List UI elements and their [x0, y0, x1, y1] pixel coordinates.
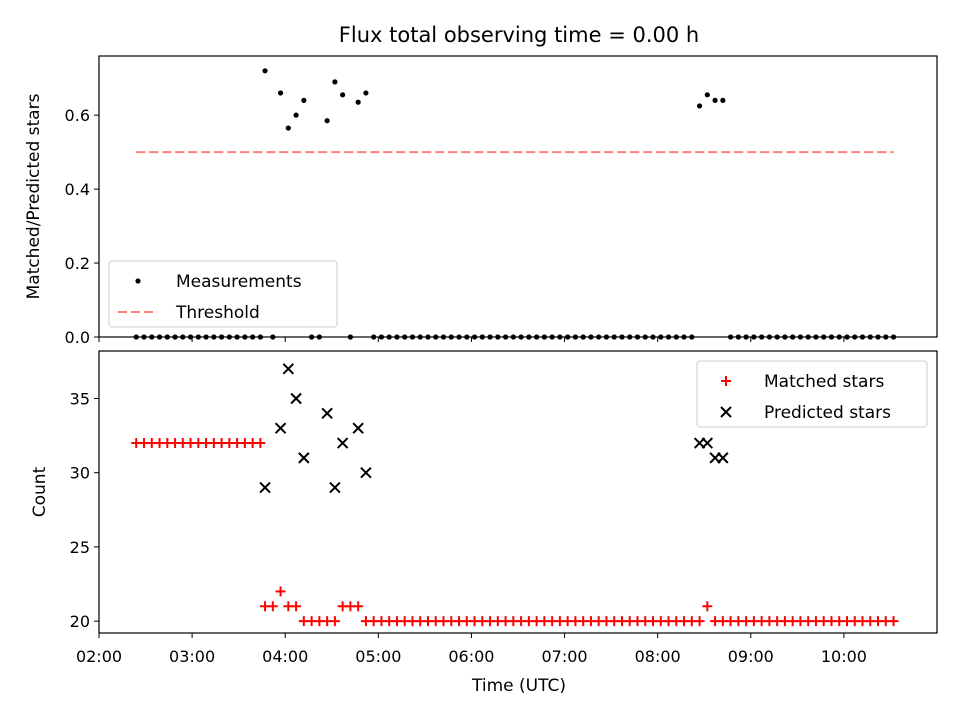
point-ratio-0-22 — [301, 97, 307, 103]
y-axis-label-ratio: Matched/Predicted stars — [24, 93, 44, 299]
point-count-1-1-b — [274, 422, 287, 434]
x-tick-label-4: 06:00 — [448, 647, 494, 666]
legend-swatch-count-1 — [720, 406, 732, 418]
point-count-1-1 — [274, 422, 287, 434]
point-count-1-4 — [298, 452, 310, 464]
y-tick-label-count-2: 30 — [70, 464, 90, 483]
point-count-0-16 — [255, 438, 266, 449]
point-count-1-7 — [336, 437, 349, 449]
point-count-0-98 — [888, 616, 899, 627]
point-count-0-26 — [329, 616, 340, 627]
point-ratio-0-26 — [332, 79, 338, 85]
point-count-1-5 — [321, 407, 333, 420]
point-ratio-0-21 — [293, 112, 299, 118]
point-ratio-0-19 — [277, 90, 284, 96]
plot-frame-ratio — [98, 55, 938, 338]
point-count-1-11 — [701, 437, 714, 449]
point-ratio-0-25 — [324, 118, 330, 124]
legend-swatch-count-1-b — [720, 406, 732, 418]
legend-label-ratio-1: Threshold — [175, 303, 260, 323]
point-count-1-5-b — [321, 407, 333, 420]
point-ratio-0-76 — [720, 97, 726, 103]
point-count-1-2-b — [282, 363, 295, 375]
point-count-1-3-b — [290, 392, 302, 405]
point-count-0-19 — [275, 586, 286, 597]
x-tick-label-6: 08:00 — [635, 647, 681, 666]
point-ratio-0-74 — [704, 92, 710, 98]
point-count-0-73 — [694, 616, 705, 627]
y-axis-label-count: Count — [30, 466, 50, 517]
legend-label-ratio-0: Measurements — [176, 272, 302, 292]
point-count-1-8 — [352, 422, 364, 434]
x-tick-label-1: 03:00 — [169, 647, 215, 666]
point-ratio-0-73 — [696, 103, 703, 109]
legend-swatch-ratio-0 — [135, 278, 141, 284]
legend-label-count-1: Predicted stars — [764, 403, 891, 423]
point-count-1-7-b — [336, 437, 349, 449]
point-count-1-13-b — [717, 452, 729, 464]
point-count-1-11-b — [701, 437, 714, 449]
series-count-1 — [259, 363, 729, 494]
point-count-1-3 — [290, 392, 302, 405]
x-tick-label-3: 05:00 — [355, 647, 401, 666]
series-count-0 — [131, 438, 899, 627]
legend-swatch-count-0 — [721, 376, 731, 386]
x-axis-label: Time (UTC) — [471, 676, 566, 696]
point-count-1-6 — [329, 481, 341, 494]
y-tick-label-count-3: 35 — [70, 389, 90, 408]
point-count-0-29 — [353, 601, 364, 612]
x-tick-label-2: 04:00 — [262, 647, 308, 666]
plot-frame-count — [98, 350, 938, 634]
point-count-0-74 — [702, 601, 713, 612]
chart-title: Flux total observing time = 0.00 h — [339, 23, 699, 47]
point-count-1-4-b — [298, 452, 310, 464]
point-count-1-8-b — [352, 422, 364, 434]
panel-count: 20 25 30 35 02:00 03:00 04:00 05:00 06:00 07:00 08… — [30, 350, 938, 666]
legend-box-ratio — [108, 260, 338, 328]
point-count-1-6-b — [329, 481, 341, 494]
point-count-0-18 — [267, 601, 278, 612]
point-count-1-9-b — [360, 466, 372, 479]
point-ratio-0-17 — [262, 68, 268, 74]
point-ratio-0-30 — [363, 90, 369, 96]
point-ratio-0-27 — [340, 92, 346, 98]
point-ratio-0-29 — [355, 99, 361, 105]
x-tick-label-7: 09:00 — [728, 647, 774, 666]
y-tick-label-ratio-0: 0.0 — [65, 328, 90, 347]
y-tick-label-ratio-1: 0.2 — [65, 254, 90, 273]
panel-ratio: 0.0 0.2 0.4 0.6 Matched/Predicted stars Measu… — [24, 55, 938, 347]
legend-count: Matched stars Predicted stars — [696, 360, 928, 428]
x-tick-label-5: 07:00 — [542, 647, 588, 666]
point-count-1-2 — [282, 363, 295, 375]
x-tick-label-8: 10:00 — [821, 647, 867, 666]
y-tick-label-count-1: 25 — [70, 538, 90, 557]
point-count-1-0-b — [259, 481, 271, 494]
legend-label-count-0: Matched stars — [764, 372, 884, 392]
point-count-1-9 — [360, 466, 372, 479]
legend-ratio: Measurements Threshold — [108, 260, 338, 328]
y-tick-label-ratio-3: 0.6 — [65, 106, 90, 125]
y-tick-label-count-0: 20 — [70, 612, 90, 631]
point-count-1-13 — [717, 452, 729, 464]
point-ratio-0-20 — [285, 125, 291, 131]
legend-box-count — [696, 360, 928, 428]
point-count-1-0 — [259, 481, 271, 494]
panels: 0.0 0.2 0.4 0.6 Matched/Predicted stars Measu… — [24, 55, 938, 666]
point-count-0-21 — [291, 601, 302, 612]
point-ratio-0-75 — [712, 97, 718, 103]
x-tick-label-0: 02:00 — [76, 647, 122, 666]
y-tick-label-ratio-2: 0.4 — [65, 180, 90, 199]
